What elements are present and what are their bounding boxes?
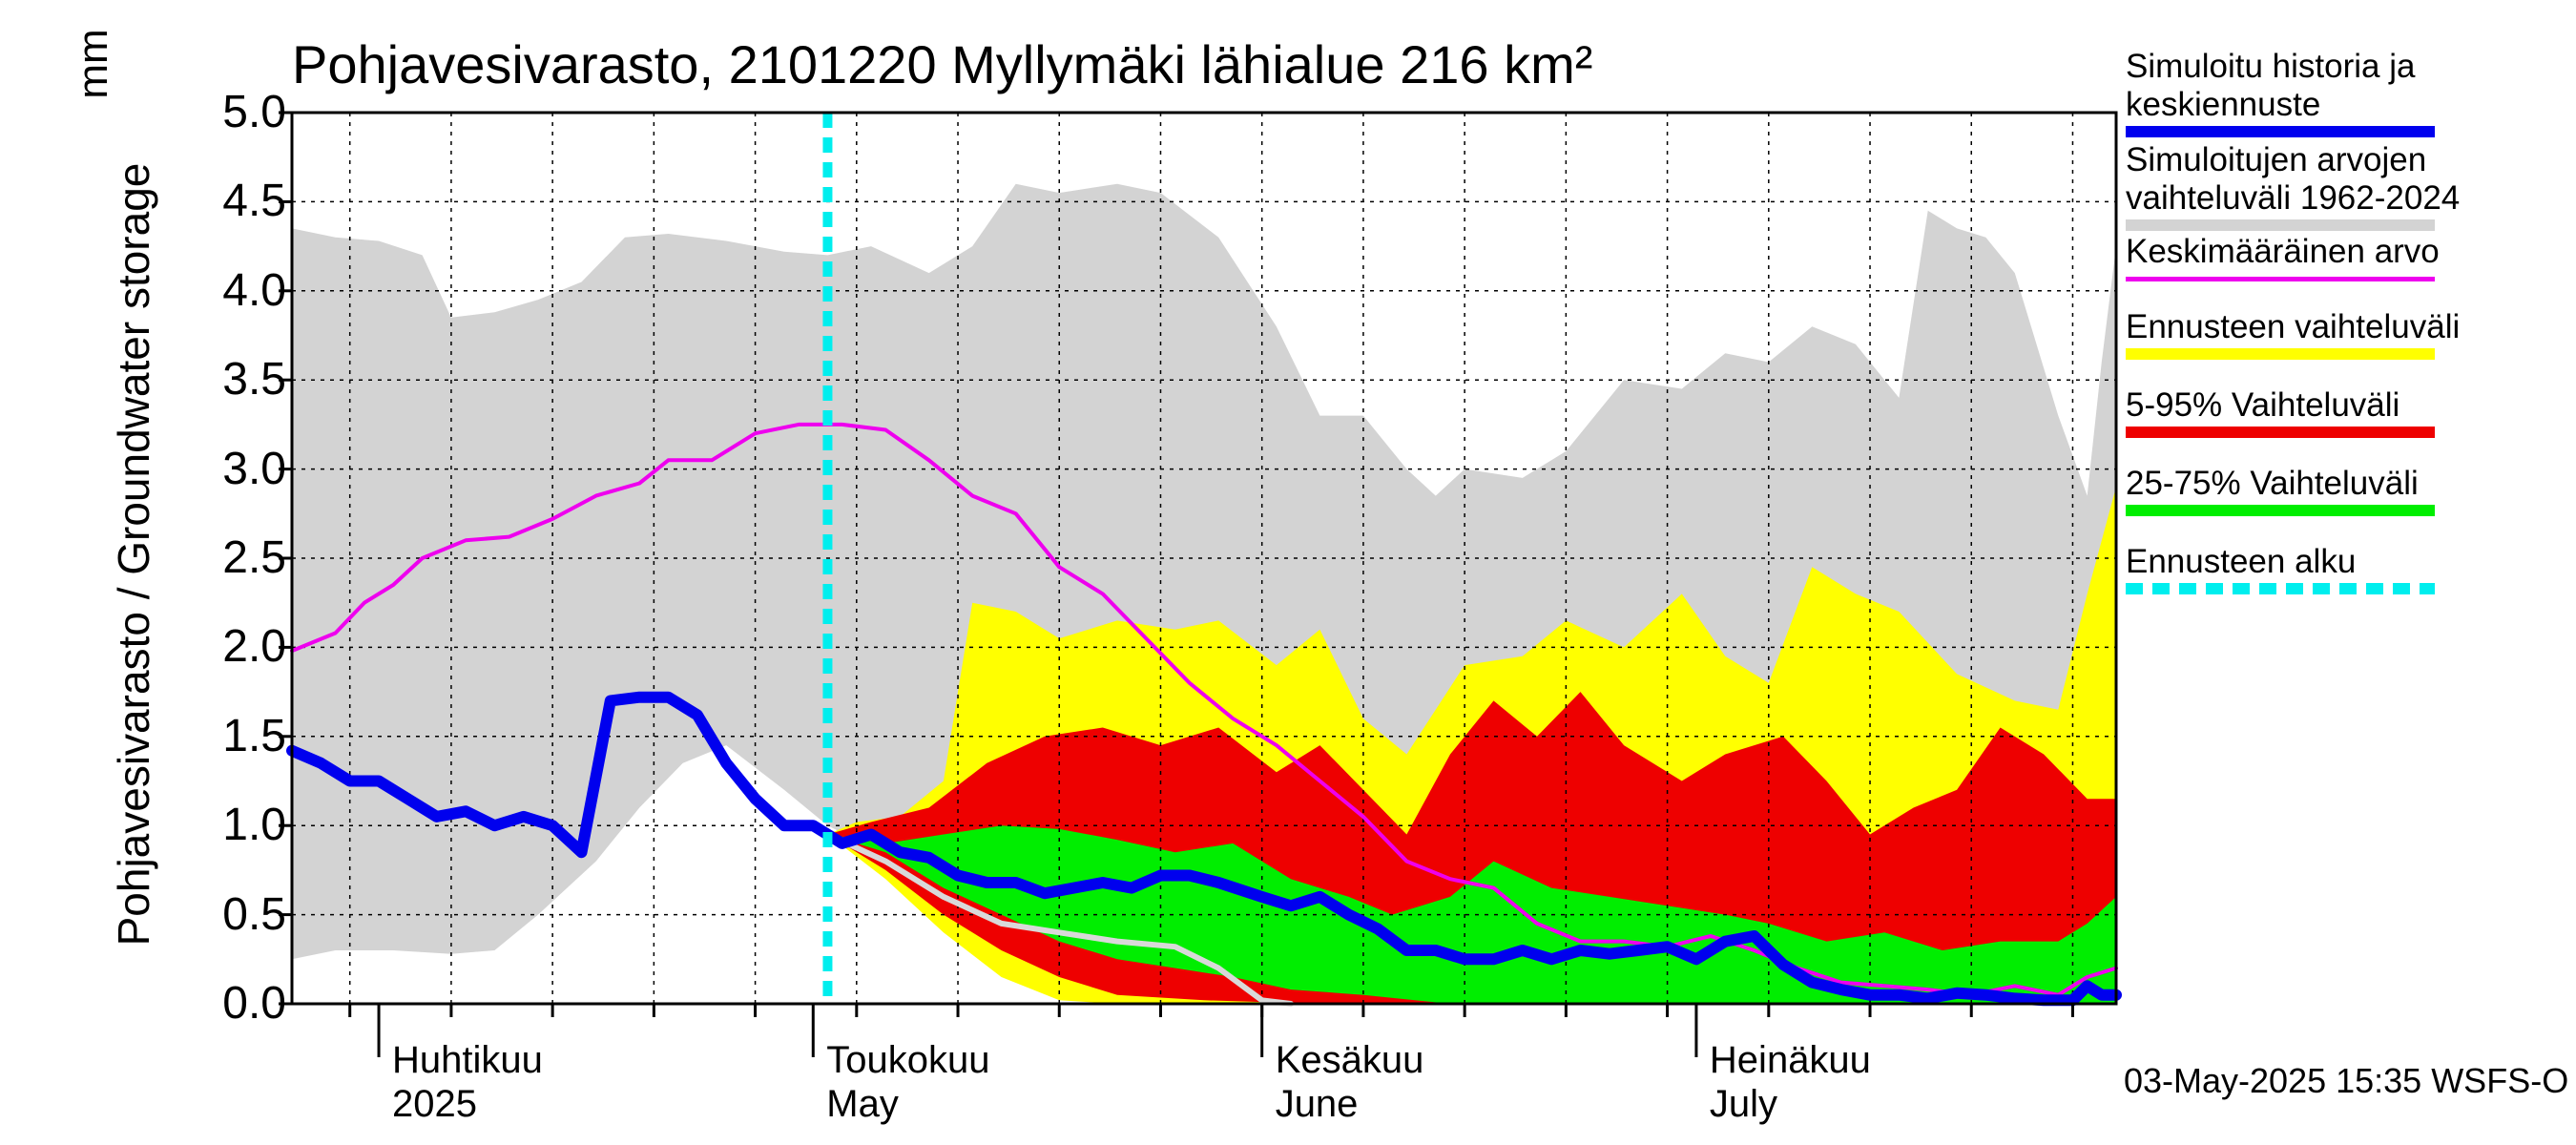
legend-label: Simuloitujen arvojen vaihteluväli 1962-2… [2126, 141, 2461, 217]
legend-swatch [2126, 219, 2435, 231]
light-trace-line [824, 831, 1294, 1007]
chart-axes [279, 111, 2118, 1057]
legend-label: Simuloitu historia ja keskiennuste [2126, 48, 2416, 123]
x-month-label-en: June [1275, 1083, 1359, 1125]
y-tick-label: 1.5 [222, 710, 286, 761]
y-tick-label: 4.5 [222, 176, 286, 227]
y-tick-label: 1.0 [222, 800, 286, 851]
timestamp: 03-May-2025 15:35 WSFS-O [2124, 1061, 2569, 1100]
legend-item-p5-95: 5-95% Vaihteluväli [2126, 386, 2565, 438]
x-month-label-en: May [826, 1083, 899, 1125]
legend-swatch [2126, 505, 2435, 516]
x-month-label-fi: Heinäkuu [1709, 1039, 1871, 1081]
legend-label: Ennusteen vaihteluväli [2126, 308, 2461, 345]
legend-label: 5-95% Vaihteluväli [2126, 386, 2400, 424]
x-month-label-fi: Kesäkuu [1275, 1039, 1424, 1081]
legend-swatch [2126, 583, 2435, 594]
x-month-label-en: July [1709, 1083, 1778, 1125]
chart-title: Pohjavesivarasto, 2101220 Myllymäki lähi… [292, 34, 1593, 94]
y-tick-label: 5.0 [222, 87, 286, 137]
y-tick-label: 4.0 [222, 264, 286, 316]
legend-item-history-range: Simuloitujen arvojen vaihteluväli 1962-2… [2126, 141, 2565, 231]
legend-label: 25-75% Vaihteluväli [2126, 465, 2419, 502]
chart-lines [286, 113, 2122, 1007]
x-month-label-en: 2025 [392, 1083, 478, 1125]
x-month-label-fi: Toukokuu [826, 1039, 990, 1081]
mean-line [290, 422, 2118, 997]
y-tick-label: 0.0 [222, 978, 286, 1029]
x-month-label-fi: Huhtikuu [392, 1039, 543, 1081]
legend-item-forecast-range: Ennusteen vaihteluväli [2126, 308, 2565, 360]
legend-swatch [2126, 126, 2435, 137]
legend-item-simulated: Simuloitu historia ja keskiennuste [2126, 48, 2565, 137]
legend-swatch [2126, 277, 2435, 281]
legend-label: Ennusteen alku [2126, 543, 2357, 580]
simulated-line [286, 691, 2122, 1007]
legend-swatch [2126, 427, 2435, 438]
legend: Simuloitu historia ja keskiennuste Simul… [2126, 48, 2565, 594]
legend-label: Keskimääräinen arvo [2126, 233, 2440, 270]
y-tick-label: 0.5 [222, 888, 286, 940]
legend-item-forecast-start: Ennusteen alku [2126, 543, 2565, 594]
y-axis-unit: mm [70, 29, 116, 99]
legend-swatch [2126, 348, 2435, 360]
legend-item-mean: Keskimääräinen arvo [2126, 233, 2565, 281]
p25-75-band [827, 825, 2116, 1004]
y-tick-label: 3.5 [222, 354, 286, 406]
legend-item-p25-75: 25-75% Vaihteluväli [2126, 465, 2565, 516]
y-tick-label: 2.0 [222, 621, 286, 673]
y-tick-label: 2.5 [222, 532, 286, 583]
y-tick-label: 3.0 [222, 443, 286, 494]
